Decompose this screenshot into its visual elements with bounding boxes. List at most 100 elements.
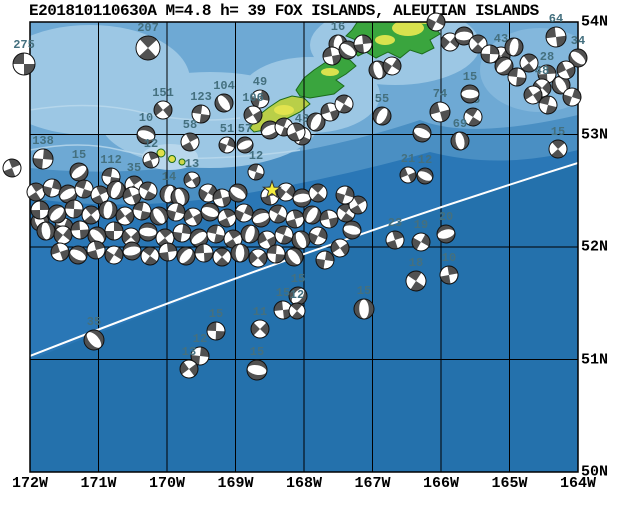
beachball-depth-label: 35	[86, 315, 102, 329]
lon-tick-label: 169W	[217, 475, 254, 492]
beachball-depth-label: 15	[208, 307, 224, 321]
focal-mechanism-beachball	[30, 200, 50, 220]
focal-mechanism-beachball	[315, 250, 335, 270]
focal-mechanism-beachball	[206, 321, 226, 341]
lat-tick-label: 51N	[581, 351, 609, 368]
focal-mechanism-beachball	[450, 131, 470, 151]
focal-mechanism-beachball	[212, 188, 232, 208]
beachball-depth-label: 112	[100, 153, 122, 167]
focal-mechanism-beachball	[405, 270, 427, 292]
focal-mechanism-beachball	[302, 205, 322, 225]
focal-mechanism-beachball	[480, 44, 500, 64]
beachball-depth-label: 12	[289, 288, 305, 302]
focal-mechanism-beachball	[334, 94, 354, 114]
lon-tick-label: 171W	[80, 475, 117, 492]
focal-mechanism-beachball	[26, 182, 46, 202]
focal-mechanism-beachball	[523, 85, 543, 105]
beachball-depth-label: 15	[356, 284, 372, 298]
beachball-depth-label: 10	[441, 251, 457, 265]
focal-mechanism-beachball	[266, 244, 286, 264]
focal-mechanism-beachball	[460, 84, 480, 104]
focal-mechanism-beachball	[153, 100, 173, 120]
lat-tick-label: 50N	[581, 463, 609, 481]
beachball-depth-label: 35	[126, 161, 142, 175]
beachball-depth-label: 13	[184, 157, 200, 171]
beachball-depth-label: 34	[570, 34, 586, 48]
focal-mechanism-beachball	[206, 224, 226, 244]
focal-mechanism-beachball	[494, 56, 514, 76]
focal-mechanism-beachball	[86, 240, 106, 260]
beachball-depth-label: 18	[408, 256, 424, 270]
focal-mechanism-beachball	[132, 201, 152, 221]
focal-mechanism-beachball	[429, 101, 451, 123]
focal-mechanism-beachball	[58, 184, 78, 204]
focal-mechanism-beachball	[399, 166, 417, 184]
focal-mechanism-beachball	[288, 286, 308, 306]
focal-mechanism-beachball	[538, 95, 558, 115]
focal-mechanism-beachball	[504, 37, 524, 57]
focal-mechanism-beachball	[158, 242, 178, 262]
focal-mechanism-beachball	[189, 228, 209, 248]
focal-mechanism-beachball	[170, 187, 190, 207]
focal-mechanism-beachball	[212, 247, 232, 267]
focal-mechanism-beachball	[368, 60, 388, 80]
beachball-depth-label: 21	[400, 152, 416, 166]
focal-mechanism-beachball	[68, 245, 88, 265]
focal-mechanism-beachball	[81, 205, 101, 225]
focal-mechanism-beachball	[288, 302, 306, 320]
focal-mechanism-beachball	[330, 238, 350, 258]
beachball-depth-label: 69	[452, 117, 468, 131]
focal-mechanism-beachball	[243, 105, 263, 125]
beachball-depth-label: 15	[275, 286, 291, 300]
focal-mechanism-beachball	[53, 225, 73, 245]
focal-mechanism-beachball	[507, 67, 527, 87]
lon-tick-label: 172W	[11, 475, 49, 492]
focal-mechanism-beachball	[545, 26, 567, 48]
focal-mechanism-beachball	[416, 167, 434, 185]
focal-mechanism-beachball	[353, 34, 373, 54]
beachball-depth-label: 43	[493, 32, 509, 46]
focal-mechanism-beachball	[106, 180, 126, 200]
focal-mechanism-beachball	[138, 222, 158, 242]
focal-mechanism-beachball	[247, 163, 265, 181]
focal-mechanism-beachball	[234, 203, 254, 223]
focal-mechanism-beachball	[306, 112, 326, 132]
focal-mechanism-beachball	[251, 208, 271, 228]
focal-mechanism-beachball	[250, 89, 270, 109]
beachball-depth-label: 138	[32, 134, 54, 148]
focal-mechanism-beachball	[548, 139, 568, 159]
focal-mechanism-beachball	[236, 136, 254, 154]
beachball-depth-label: 15	[71, 148, 87, 162]
focal-mechanism-beachball	[260, 120, 280, 140]
beachball-depth-label: 49	[252, 75, 268, 89]
focal-mechanism-beachball	[308, 183, 328, 203]
focal-mechanism-beachball	[50, 242, 70, 262]
beachball-depth-label: 275	[13, 38, 35, 52]
focal-mechanism-beachball	[214, 93, 234, 113]
focal-mechanism-beachball	[412, 123, 432, 143]
focal-mechanism-beachball	[551, 75, 571, 95]
focal-mechanism-beachball	[172, 223, 192, 243]
beachball-depth-label: 23	[387, 216, 403, 230]
focal-mechanism-beachball	[439, 265, 459, 285]
focal-mechanism-beachball	[70, 220, 90, 240]
focal-mechanism-beachball	[285, 209, 305, 229]
focal-mechanism-beachball	[276, 182, 296, 202]
beachball-depth-label: 43	[294, 112, 310, 126]
focal-mechanism-beachball	[47, 204, 67, 224]
focal-mechanism-beachball	[248, 248, 268, 268]
focal-mechanism-beachball	[180, 132, 200, 152]
focal-mechanism-beachball	[385, 230, 405, 250]
focal-mechanism-beachball	[2, 158, 22, 178]
focal-mechanism-beachball	[246, 359, 268, 381]
focal-mechanism-beachball	[292, 188, 312, 208]
focal-mechanism-beachball	[136, 125, 156, 145]
focal-mechanism-beachball	[149, 206, 169, 226]
beachball-depth-label: 74	[432, 87, 448, 101]
focal-mechanism-beachball	[556, 60, 576, 80]
plot-title: E201810110630A M=4.8 h= 39 FOX ISLANDS, …	[29, 2, 539, 20]
focal-mechanism-beachball	[342, 220, 362, 240]
lat-tick-label: 52N	[581, 238, 609, 256]
lon-tick-label: 167W	[354, 475, 391, 492]
